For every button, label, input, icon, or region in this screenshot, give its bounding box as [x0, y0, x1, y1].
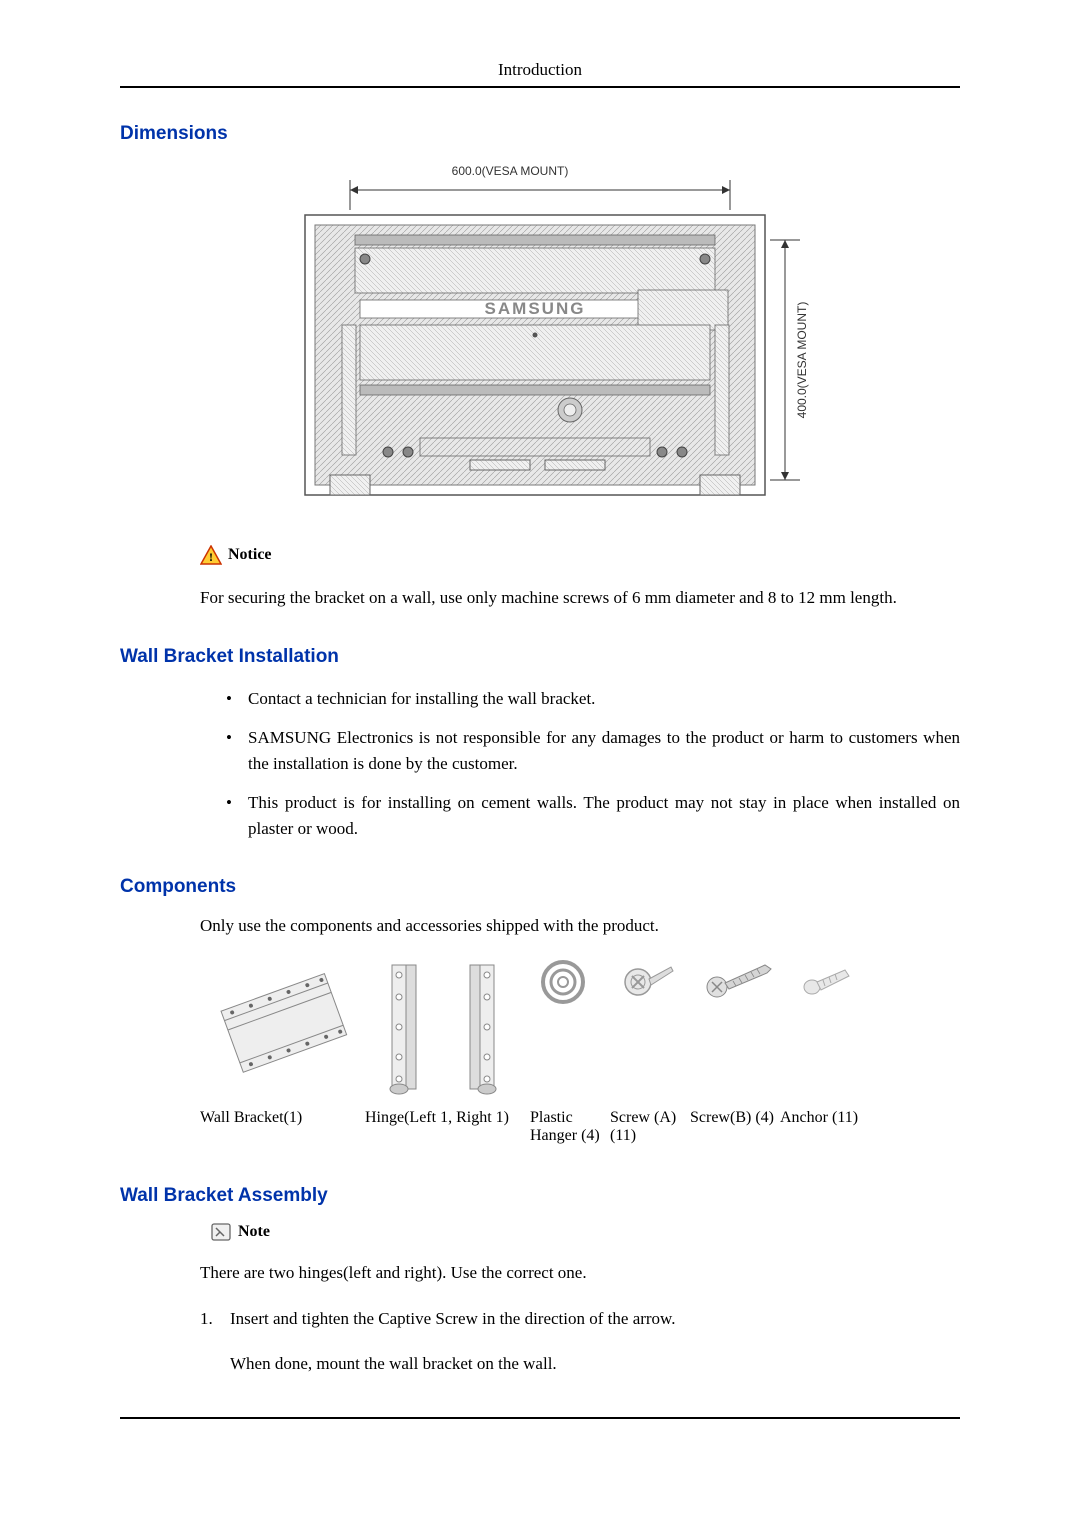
note-icon: [210, 1222, 232, 1242]
hinge-left-icon: [377, 957, 432, 1097]
svg-text:400.0(VESA MOUNT): 400.0(VESA MOUNT): [795, 302, 809, 419]
heading-wall-bracket-assembly: Wall Bracket Assembly: [120, 1185, 960, 1207]
svg-text:SAMSUNG: SAMSUNG: [485, 299, 586, 318]
note-row: Note: [210, 1222, 960, 1242]
label-anchor: Anchor (11): [780, 1109, 860, 1145]
warning-icon: !: [200, 545, 222, 565]
screw-a-icon: [621, 957, 681, 1007]
svg-text:!: !: [209, 550, 213, 564]
svg-text:600.0(VESA MOUNT): 600.0(VESA MOUNT): [452, 164, 569, 178]
plastic-hanger-icon: [536, 957, 591, 1007]
notice-label: Notice: [228, 546, 272, 564]
step-number: 1.: [200, 1305, 213, 1332]
component-labels: Wall Bracket(1) Hinge(Left 1, Right 1) P…: [200, 1109, 960, 1145]
components-images-row: [200, 957, 960, 1097]
note-label: Note: [238, 1223, 270, 1241]
hinge-right-icon: [454, 957, 509, 1097]
assembly-steps: 1. Insert and tighten the Captive Screw …: [200, 1305, 960, 1377]
vesa-diagram: 600.0(VESA MOUNT) SAMSUNG: [260, 160, 820, 510]
footer-rule: [120, 1417, 960, 1419]
label-plastic-hanger: Plastic Hanger (4): [530, 1109, 610, 1145]
wall-bracket-icon: [205, 957, 355, 1097]
label-wall-bracket: Wall Bracket(1): [200, 1109, 365, 1145]
vesa-diagram-container: 600.0(VESA MOUNT) SAMSUNG: [120, 160, 960, 515]
page-header: Introduction: [120, 60, 960, 88]
label-screw-a: Screw (A)(11): [610, 1109, 690, 1145]
notice-row: ! Notice: [200, 545, 960, 565]
assembly-step: 1. Insert and tighten the Captive Screw …: [200, 1305, 960, 1377]
heading-components: Components: [120, 876, 960, 898]
step-text: Insert and tighten the Captive Screw in …: [230, 1309, 675, 1328]
heading-dimensions: Dimensions: [120, 123, 960, 145]
anchor-icon: [797, 957, 857, 1007]
install-bullet: This product is for installing on cement…: [220, 790, 960, 841]
label-hinge: Hinge(Left 1, Right 1): [365, 1109, 530, 1145]
step-subtext: When done, mount the wall bracket on the…: [230, 1350, 960, 1377]
heading-wall-bracket-install: Wall Bracket Installation: [120, 646, 960, 668]
install-bullets: Contact a technician for installing the …: [220, 686, 960, 842]
components-intro: Only use the components and accessories …: [200, 913, 960, 939]
note-text: There are two hinges(left and right). Us…: [200, 1260, 960, 1286]
install-bullet: SAMSUNG Electronics is not responsible f…: [220, 725, 960, 776]
notice-text: For securing the bracket on a wall, use …: [200, 585, 960, 611]
install-bullet: Contact a technician for installing the …: [220, 686, 960, 712]
screw-b-icon: [703, 957, 778, 1007]
label-screw-b: Screw(B) (4): [690, 1109, 780, 1145]
